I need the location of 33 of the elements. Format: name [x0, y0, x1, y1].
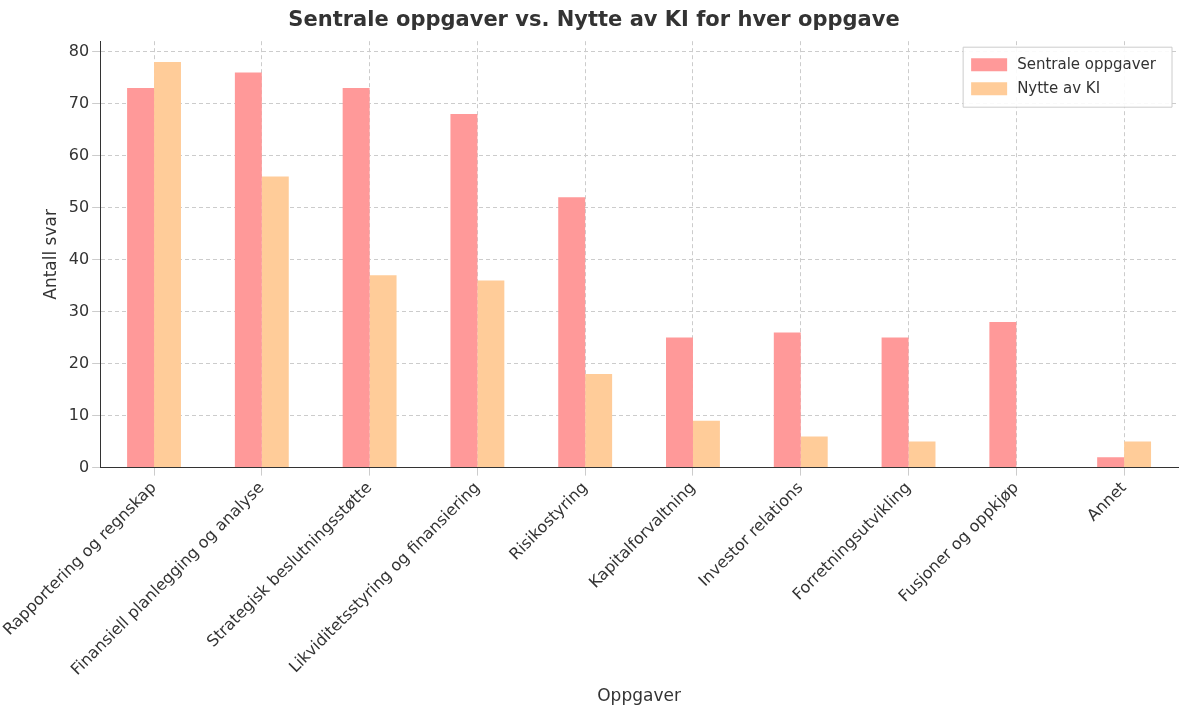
bar — [666, 337, 693, 468]
y-axis-title: Antall svar — [40, 209, 61, 300]
bar — [585, 374, 613, 468]
y-tick-label: 10 — [68, 404, 90, 424]
y-tick-label: 0 — [78, 456, 90, 476]
bar — [881, 337, 909, 468]
x-axis-title: Oppgaver — [597, 685, 681, 706]
bar — [692, 420, 720, 468]
bar — [908, 441, 936, 468]
bar — [127, 88, 155, 468]
bar — [369, 275, 397, 468]
bar — [261, 176, 289, 468]
y-tick-label: 50 — [68, 196, 90, 216]
bar — [558, 197, 586, 468]
bar — [989, 322, 1017, 468]
bar — [477, 280, 505, 468]
bar — [1097, 457, 1125, 468]
legend-label: Sentrale oppgaver — [1017, 55, 1157, 74]
y-tick-label: 70 — [68, 92, 90, 112]
legend-label: Nytte av KI — [1017, 79, 1101, 98]
y-tick-label: 40 — [68, 248, 90, 268]
chart-title: Sentrale oppgaver vs. Nytte av KI for hver oppgave — [288, 7, 900, 32]
bar — [1124, 441, 1152, 468]
y-tick-label: 60 — [68, 144, 90, 164]
y-tick-label: 20 — [68, 352, 90, 372]
bar — [234, 72, 262, 468]
bar — [342, 88, 370, 468]
bar — [773, 332, 801, 468]
bar — [154, 62, 181, 468]
y-tick-label: 30 — [68, 300, 90, 320]
y-tick-label: 80 — [68, 40, 90, 60]
bar — [800, 436, 828, 468]
bar — [450, 114, 478, 468]
